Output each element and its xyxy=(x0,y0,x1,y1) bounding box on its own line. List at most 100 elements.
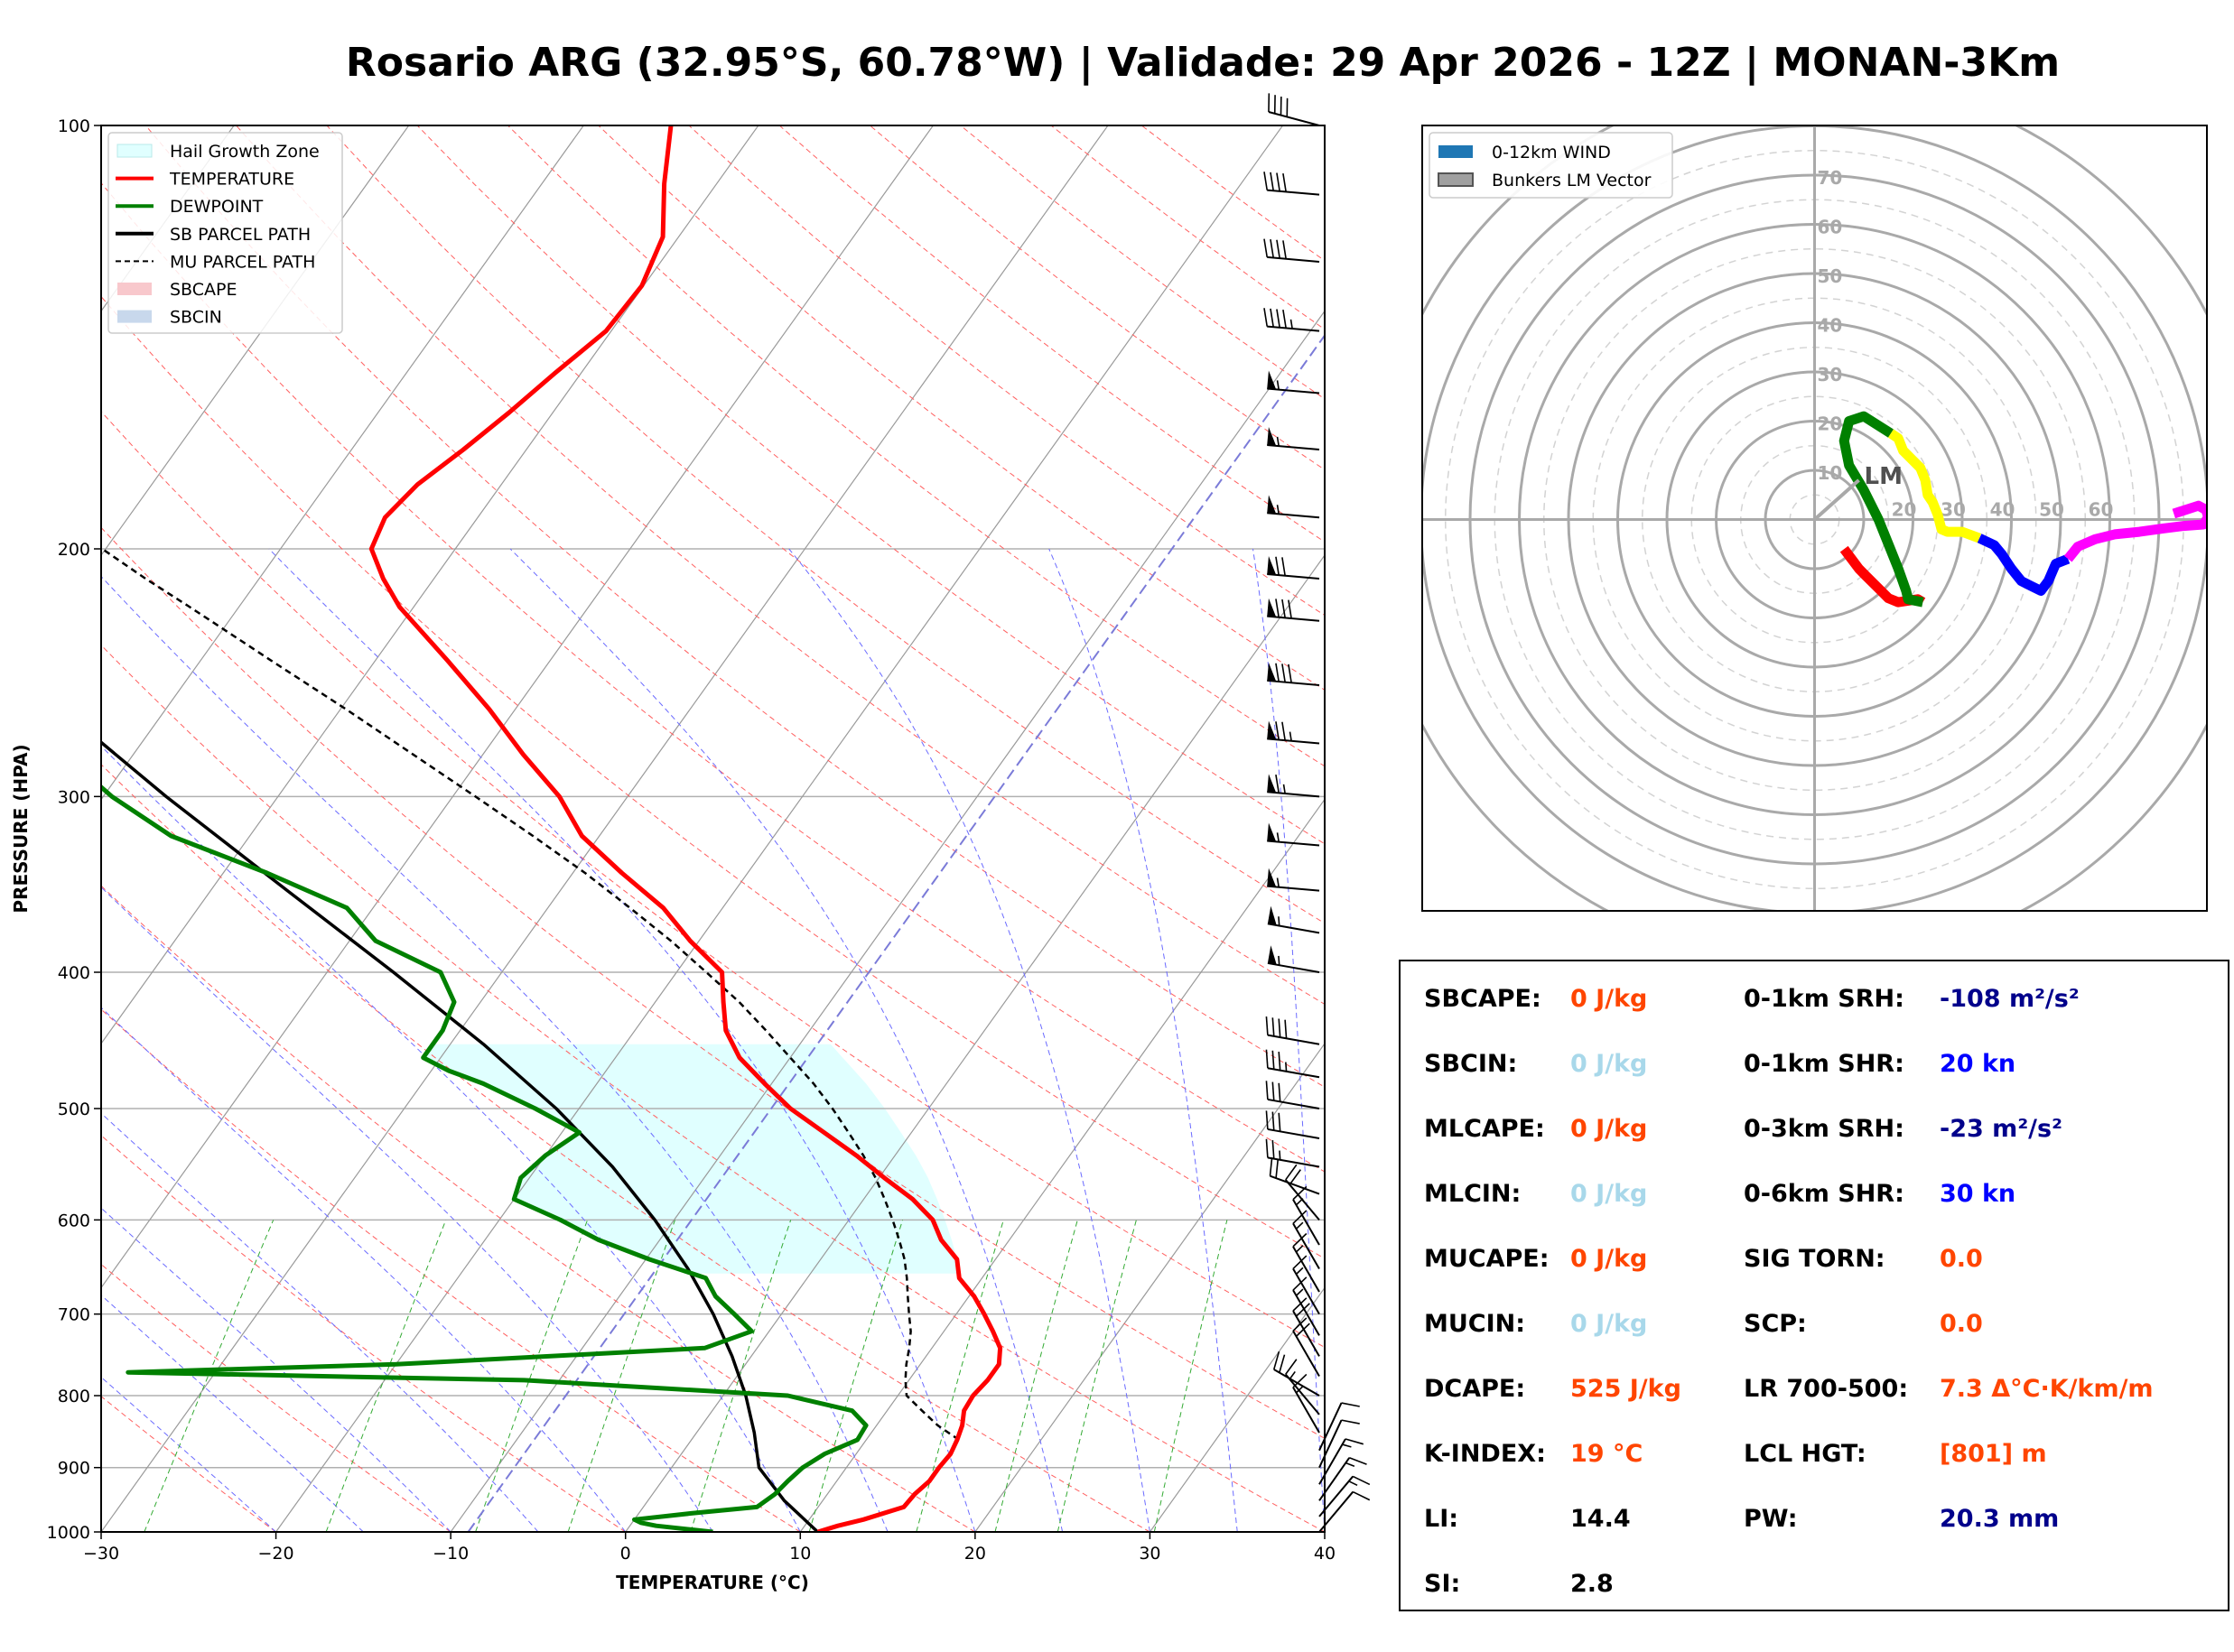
wind-barb-full xyxy=(1271,1050,1275,1070)
wind-barb-full xyxy=(1271,1017,1275,1036)
wind-barb-full xyxy=(1271,1081,1275,1101)
hodograph-segment-6-9km xyxy=(1977,534,2071,596)
wind-barb xyxy=(1284,1359,1320,1415)
wind-barb-half xyxy=(1276,832,1280,842)
dry-adiabat xyxy=(101,411,1325,1349)
legend-box xyxy=(107,132,343,334)
wind-barb-full xyxy=(1265,1049,1269,1069)
stat-value: 525 J/kg xyxy=(1570,1375,1681,1403)
wind-barb xyxy=(1292,1276,1320,1336)
legend-item: Bunkers LM Vector xyxy=(1438,171,1652,190)
y-tick-label: 700 xyxy=(58,1305,90,1325)
stat-label: SBCIN: xyxy=(1424,1050,1518,1078)
hodograph-legend: 0-12km WIND Bunkers LM Vector xyxy=(1429,132,1673,199)
wind-barb xyxy=(1265,1138,1320,1168)
wind-barb-staff xyxy=(1267,1034,1320,1045)
bunkers-lm-label: LM xyxy=(1865,463,1903,490)
legend-item: Hail Growth Zone xyxy=(116,142,320,162)
wind-barb xyxy=(1318,1490,1371,1533)
y-tick-label: 900 xyxy=(58,1459,90,1479)
legend-swatch xyxy=(117,283,152,295)
stat-value: 20 kn xyxy=(1940,1050,2016,1078)
wind-barb-full xyxy=(1271,1140,1275,1159)
moist-adiabat xyxy=(788,548,1150,1532)
wind-barb-half xyxy=(1295,1288,1304,1296)
wind-barb-half xyxy=(1295,1221,1304,1230)
isotherm-line xyxy=(799,798,1325,1532)
wind-barb-staff xyxy=(1292,1387,1320,1434)
bunkers-lm-vector xyxy=(1813,478,1860,521)
wind-barb-full xyxy=(1292,1255,1308,1270)
x-tick-label: −20 xyxy=(258,1544,294,1564)
wind-barb-half xyxy=(1278,955,1280,966)
legend-item: SBCIN xyxy=(117,308,222,328)
stat-value: 0.0 xyxy=(1940,1245,1983,1273)
wind-barb-flag xyxy=(1267,868,1277,887)
wind-barb xyxy=(1292,1297,1320,1357)
wind-barb-full xyxy=(1292,1317,1308,1332)
dry-adiabat xyxy=(101,885,976,1532)
wind-barb-staff xyxy=(1318,1490,1354,1533)
wind-barb xyxy=(1267,370,1320,394)
dry-adiabat xyxy=(101,526,1325,1439)
y-tick-label: 600 xyxy=(58,1211,90,1230)
stat-value: 0 J/kg xyxy=(1570,985,1648,1013)
legend-item: 0-12km WIND xyxy=(1438,143,1611,162)
hodograph-ring-label: 20 xyxy=(1818,413,1843,435)
wind-barb-staff xyxy=(1267,512,1320,519)
wind-barb-full xyxy=(1265,1110,1269,1129)
stat-label: MLCAPE: xyxy=(1424,1115,1545,1143)
dry-adiabat xyxy=(101,764,1150,1532)
hodograph-segment-9-12km xyxy=(2063,500,2207,562)
legend-label: Hail Growth Zone xyxy=(170,142,320,162)
wind-barb-staff xyxy=(1318,1457,1351,1501)
wind-barb-half xyxy=(1295,1245,1304,1253)
moist-adiabat xyxy=(101,1207,451,1532)
wind-barb-full xyxy=(1269,1157,1273,1176)
legend-label: MU PARCEL PATH xyxy=(170,252,315,272)
wind-barb-full xyxy=(1295,1303,1310,1317)
reference-isotherm xyxy=(467,333,1325,1532)
stat-value: 0 J/kg xyxy=(1570,1245,1648,1273)
wind-barb-staff xyxy=(1267,572,1320,580)
wind-barb-staff xyxy=(1292,1310,1320,1357)
stat-label: MLCIN: xyxy=(1424,1180,1522,1208)
stat-label: LCL HGT: xyxy=(1744,1440,1866,1468)
mixing-ratio-line xyxy=(1153,1220,1228,1532)
wind-barb-staff xyxy=(1292,1267,1320,1315)
wind-barb-half xyxy=(1276,380,1280,390)
wind-barb-full xyxy=(1275,663,1280,682)
wind-barb-full xyxy=(1282,240,1287,259)
skew-t-legend: Hail Growth Zone TEMPERATURE DEWPOINT SB PA… xyxy=(107,132,343,334)
wind-barb-flag xyxy=(1267,945,1277,965)
hail-growth-zone-fill xyxy=(423,1044,959,1274)
wind-barb xyxy=(1267,822,1320,847)
wind-barb-full xyxy=(1279,1354,1286,1373)
stat-label: MUCIN: xyxy=(1424,1310,1526,1338)
wind-barb-full xyxy=(1275,774,1280,794)
y-tick-label: 800 xyxy=(58,1387,90,1406)
legend-item: DEWPOINT xyxy=(116,197,264,217)
wind-barb-staff xyxy=(1318,1475,1354,1517)
wind-barb-full xyxy=(1275,599,1280,617)
mixing-ratio-line xyxy=(916,1220,1004,1532)
dry-adiabat xyxy=(101,295,1325,1259)
y-tick-label: 300 xyxy=(58,787,90,807)
wind-barb-full xyxy=(1288,599,1292,619)
mixing-ratio-line xyxy=(994,1220,1078,1532)
wind-barb xyxy=(1292,1232,1320,1293)
isotherm-line xyxy=(450,310,1325,1532)
wind-barb-full xyxy=(1292,1232,1308,1248)
wind-barb xyxy=(1318,1457,1367,1501)
wind-barb-full xyxy=(1278,1018,1281,1038)
wind-barb-full xyxy=(1285,1359,1298,1375)
dry-adiabat xyxy=(144,125,1325,1088)
wind-barb xyxy=(1267,774,1320,798)
moist-adiabat xyxy=(101,1376,276,1532)
hodograph-ring-label: 70 xyxy=(1818,167,1843,189)
isotherm-line xyxy=(101,125,410,557)
wind-barb-full xyxy=(1281,557,1286,576)
wind-barb-flag xyxy=(1267,720,1277,740)
wind-barb-full xyxy=(1341,1419,1360,1425)
